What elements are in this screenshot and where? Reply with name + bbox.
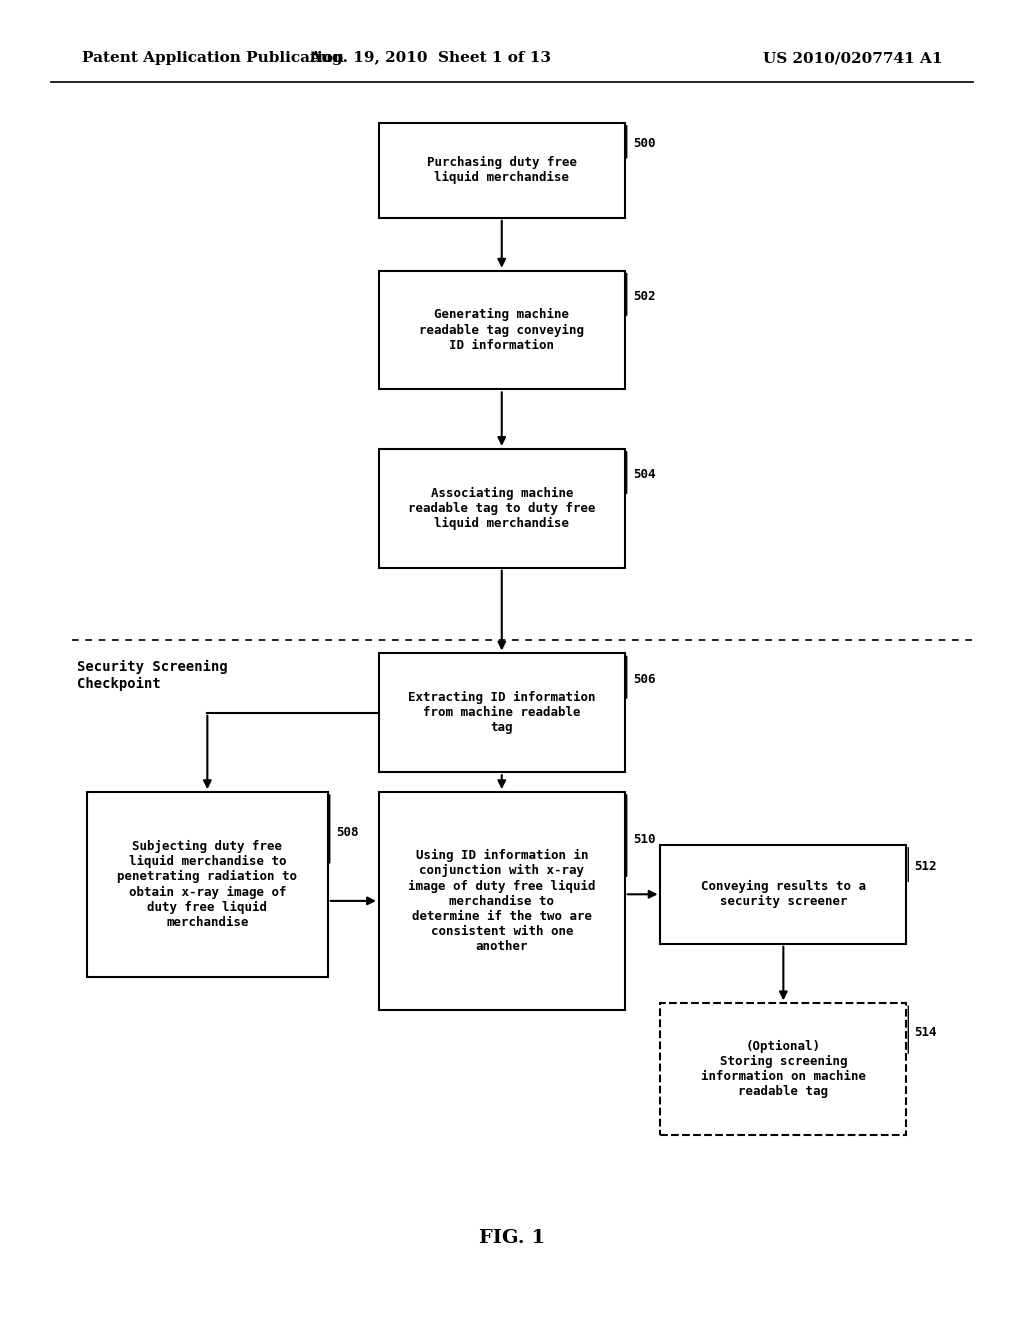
Text: 508: 508 [336,826,358,840]
Text: 510: 510 [633,833,655,846]
Text: 502: 502 [633,290,655,304]
FancyBboxPatch shape [379,271,625,389]
Text: Aug. 19, 2010  Sheet 1 of 13: Aug. 19, 2010 Sheet 1 of 13 [309,51,551,65]
Text: 512: 512 [914,861,937,873]
FancyBboxPatch shape [379,449,625,568]
Text: Security Screening
Checkpoint: Security Screening Checkpoint [77,660,227,690]
FancyBboxPatch shape [379,792,625,1010]
Text: 514: 514 [914,1026,937,1039]
Text: (Optional)
Storing screening
information on machine
readable tag: (Optional) Storing screening information… [700,1040,866,1098]
Text: Purchasing duty free
liquid merchandise: Purchasing duty free liquid merchandise [427,156,577,185]
FancyBboxPatch shape [660,1003,906,1135]
FancyBboxPatch shape [379,123,625,218]
Text: Conveying results to a
security screener: Conveying results to a security screener [700,880,866,908]
Text: 500: 500 [633,137,655,150]
Text: Generating machine
readable tag conveying
ID information: Generating machine readable tag conveyin… [419,309,585,351]
Text: Associating machine
readable tag to duty free
liquid merchandise: Associating machine readable tag to duty… [408,487,596,529]
Text: Patent Application Publication: Patent Application Publication [82,51,344,65]
Text: FIG. 1: FIG. 1 [479,1229,545,1247]
Text: 506: 506 [633,673,655,686]
FancyBboxPatch shape [87,792,328,977]
FancyBboxPatch shape [660,845,906,944]
Text: Extracting ID information
from machine readable
tag: Extracting ID information from machine r… [408,692,596,734]
Text: 504: 504 [633,469,655,482]
Text: Using ID information in
conjunction with x-ray
image of duty free liquid
merchan: Using ID information in conjunction with… [408,849,596,953]
Text: Subjecting duty free
liquid merchandise to
penetrating radiation to
obtain x-ray: Subjecting duty free liquid merchandise … [118,840,297,929]
FancyBboxPatch shape [379,653,625,772]
Text: US 2010/0207741 A1: US 2010/0207741 A1 [763,51,942,65]
